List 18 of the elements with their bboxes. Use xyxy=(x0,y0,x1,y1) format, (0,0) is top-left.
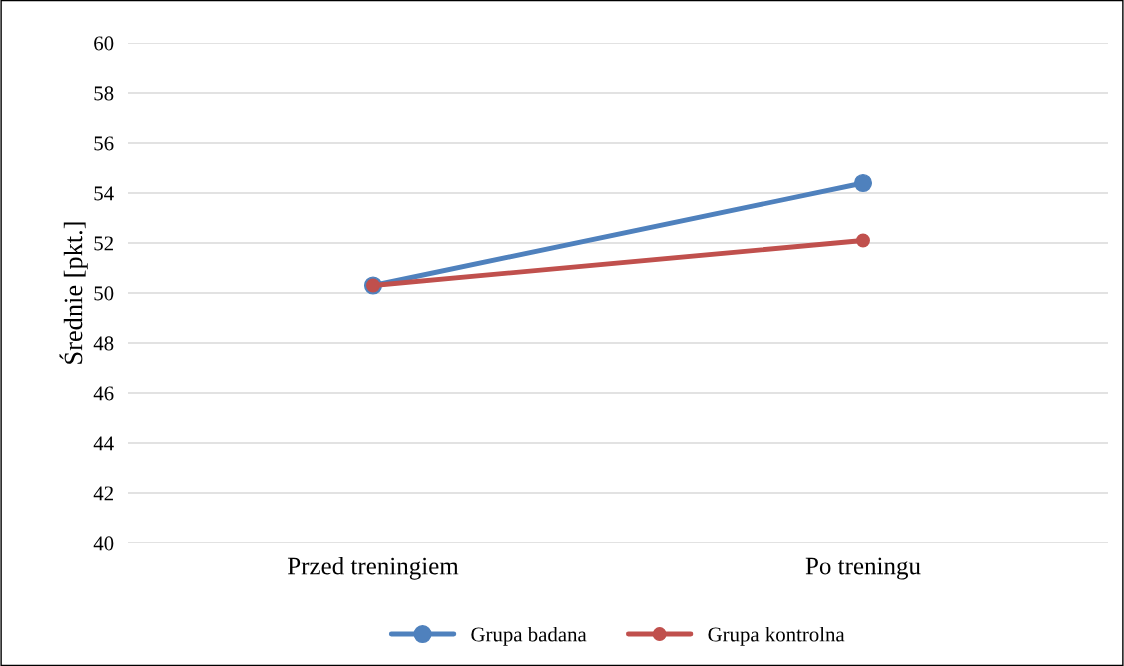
y-tick-label: 60 xyxy=(94,36,114,51)
y-tick-label: 48 xyxy=(93,336,114,351)
y-tick-label: 40 xyxy=(93,536,114,551)
point xyxy=(853,173,873,193)
x-tick-label: Przed treningiem xyxy=(287,556,459,580)
point xyxy=(856,233,870,248)
y-tick-label: 58 xyxy=(94,86,114,101)
y-tick-label: 50 xyxy=(94,286,114,301)
y-axis-title: Średnie [pkt.] xyxy=(59,222,88,364)
y-tick-label: 54 xyxy=(94,186,114,201)
legend-label: Grupa kontrolna xyxy=(708,626,845,646)
y-tick-label: 44 xyxy=(93,436,114,451)
y-tick-label: 56 xyxy=(94,136,114,151)
y-tick-label: 42 xyxy=(93,486,113,501)
y-tick-label: 46 xyxy=(93,386,114,401)
x-tick-label: Po treningu xyxy=(805,557,921,580)
y-tick-label: 52 xyxy=(94,236,113,251)
legend-label: Grupa badana xyxy=(471,626,587,646)
